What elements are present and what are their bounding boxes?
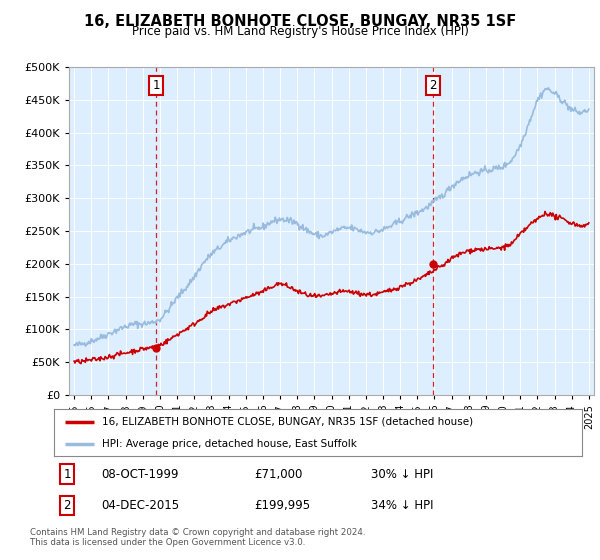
Text: 16, ELIZABETH BONHOTE CLOSE, BUNGAY, NR35 1SF (detached house): 16, ELIZABETH BONHOTE CLOSE, BUNGAY, NR3…: [101, 417, 473, 427]
Text: Contains HM Land Registry data © Crown copyright and database right 2024.
This d: Contains HM Land Registry data © Crown c…: [30, 528, 365, 547]
Text: 04-DEC-2015: 04-DEC-2015: [101, 499, 179, 512]
Text: 30% ↓ HPI: 30% ↓ HPI: [371, 468, 433, 480]
Text: £71,000: £71,000: [254, 468, 303, 480]
Text: HPI: Average price, detached house, East Suffolk: HPI: Average price, detached house, East…: [101, 438, 356, 449]
Text: 08-OCT-1999: 08-OCT-1999: [101, 468, 179, 480]
Text: 1: 1: [64, 468, 71, 480]
Text: 2: 2: [64, 499, 71, 512]
Text: 34% ↓ HPI: 34% ↓ HPI: [371, 499, 433, 512]
Text: 1: 1: [152, 79, 160, 92]
Text: Price paid vs. HM Land Registry's House Price Index (HPI): Price paid vs. HM Land Registry's House …: [131, 25, 469, 38]
Text: 2: 2: [430, 79, 437, 92]
Text: £199,995: £199,995: [254, 499, 311, 512]
Text: 16, ELIZABETH BONHOTE CLOSE, BUNGAY, NR35 1SF: 16, ELIZABETH BONHOTE CLOSE, BUNGAY, NR3…: [84, 14, 516, 29]
